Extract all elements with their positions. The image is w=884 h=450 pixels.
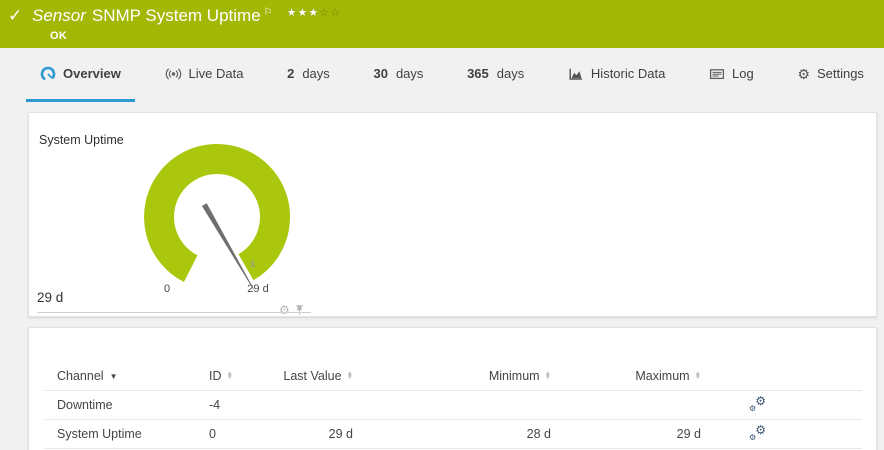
status-badge: OK xyxy=(50,30,68,42)
minimum-cell xyxy=(353,390,551,420)
channels-panel: Channel ▼ ID ▲ ▼ Last Value ▲ ▼ Minimum ▲ ▼ Max… xyxy=(28,327,877,450)
tab-number: 30 xyxy=(373,66,388,81)
area-chart-icon xyxy=(569,68,582,80)
tab-overview[interactable]: Overview xyxy=(26,48,135,102)
sort-icon: ▲ ▼ xyxy=(694,369,701,382)
tab-number: 2 xyxy=(287,66,295,81)
widget-divider xyxy=(37,312,311,313)
channel-settings-icon[interactable]: ⚙ ⚙ xyxy=(749,393,766,413)
tab-2-days[interactable]: 2 days xyxy=(273,48,344,102)
column-header-last-value[interactable]: Last Value ▲ ▼ xyxy=(269,362,353,391)
log-icon xyxy=(709,68,725,79)
column-header-actions xyxy=(701,362,862,391)
status-check-icon: ✓ xyxy=(8,6,23,25)
sort-desc-icon: ▼ xyxy=(109,371,118,381)
channel-settings-icon[interactable]: ⚙ ⚙ xyxy=(749,422,766,442)
last-value-cell xyxy=(269,390,353,420)
tab-label: Log xyxy=(732,66,754,81)
column-label: Channel xyxy=(57,368,104,383)
stars-empty[interactable]: ☆☆ xyxy=(319,7,341,19)
sensor-title-block: Sensor SNMP System Uptime ⚐ ★★★☆☆ OK xyxy=(32,6,341,42)
tab-label: days xyxy=(496,66,525,81)
column-label: ID xyxy=(209,368,222,383)
gauge-arc xyxy=(144,143,291,282)
column-header-minimum[interactable]: Minimum ▲ ▼ xyxy=(353,362,551,391)
gauge-panel: System Uptime x̄ 0 29 d 29 d ⚙ xyxy=(28,112,877,317)
tab-number: 365 xyxy=(467,66,489,81)
gauge-min-label: 0 xyxy=(164,283,170,295)
sensor-kind-label: Sensor xyxy=(32,6,86,25)
channel-actions-cell: ⚙ ⚙ xyxy=(701,419,862,449)
sensor-header: ✓ Sensor SNMP System Uptime ⚐ ★★★☆☆ OK xyxy=(0,0,884,48)
gauge-icon xyxy=(40,66,56,81)
tab-label: Overview xyxy=(63,66,121,81)
channel-id-cell: -4 xyxy=(209,390,269,420)
sort-icon: ▲ ▼ xyxy=(226,369,233,382)
column-header-channel[interactable]: Channel ▼ xyxy=(45,362,209,391)
tab-label: days xyxy=(302,66,330,81)
tab-label: Historic Data xyxy=(590,66,666,81)
gauge-marker: x̄ xyxy=(250,260,256,270)
channel-id-cell: 0 xyxy=(209,419,269,449)
broadcast-icon xyxy=(165,68,181,79)
gauge-current-value: 29 d xyxy=(37,290,64,305)
channel-actions-cell: ⚙ ⚙ xyxy=(701,390,862,420)
tab-label: Live Data xyxy=(188,66,244,81)
maximum-cell: 29 d xyxy=(551,419,701,449)
channel-name-cell[interactable]: Downtime xyxy=(45,390,209,420)
tab-live-data[interactable]: Live Data xyxy=(151,48,258,102)
column-header-maximum[interactable]: Maximum ▲ ▼ xyxy=(551,362,701,391)
page-title: SNMP System Uptime xyxy=(91,6,261,25)
minimum-cell: 28 d xyxy=(353,419,551,449)
tab-365-days[interactable]: 365 days xyxy=(453,48,538,102)
column-header-id[interactable]: ID ▲ ▼ xyxy=(209,362,269,391)
gauge-needle xyxy=(200,201,256,292)
widget-gear-icon[interactable]: ⚙ xyxy=(279,303,290,317)
flag-icon[interactable]: ⚐ xyxy=(263,7,273,18)
channels-table: Channel ▼ ID ▲ ▼ Last Value ▲ ▼ Minimum ▲ ▼ Max… xyxy=(45,362,862,449)
sort-icon: ▲ ▼ xyxy=(346,369,353,382)
priority-stars[interactable]: ★★★☆☆ xyxy=(287,3,341,23)
uptime-gauge: x̄ 0 29 d xyxy=(144,143,291,295)
gear-icon: ⚙ xyxy=(797,65,810,82)
tab-30-days[interactable]: 30 days xyxy=(359,48,437,102)
table-row-downtime[interactable]: Downtime -4 ⚙ ⚙ xyxy=(45,390,862,420)
pin-icon[interactable] xyxy=(294,304,305,316)
table-row-system-uptime[interactable]: System Uptime 0 29 d 28 d 29 d ⚙ ⚙ xyxy=(45,419,862,449)
tab-log[interactable]: Log xyxy=(695,48,768,102)
sort-icon: ▲ ▼ xyxy=(544,369,551,382)
column-label: Last Value xyxy=(283,368,342,383)
tab-label: Settings xyxy=(816,66,864,81)
tab-label: days xyxy=(395,66,424,81)
column-label: Minimum xyxy=(488,368,540,383)
tab-historic-data[interactable]: Historic Data xyxy=(554,48,679,102)
column-label: Maximum xyxy=(635,368,690,383)
tab-settings[interactable]: ⚙ Settings xyxy=(783,48,878,102)
table-header-row: Channel ▼ ID ▲ ▼ Last Value ▲ ▼ Minimum ▲ ▼ Max… xyxy=(45,362,862,391)
maximum-cell xyxy=(551,390,701,420)
stars-filled[interactable]: ★★★ xyxy=(286,7,320,19)
gauge-title: System Uptime xyxy=(39,133,124,147)
tab-bar: Overview Live Data 2 days 30 days 365 da… xyxy=(0,48,884,102)
last-value-cell: 29 d xyxy=(269,419,353,449)
gauge-max-label: 29 d xyxy=(247,283,268,295)
channel-name-cell[interactable]: System Uptime xyxy=(45,419,209,449)
widget-toolbar: ⚙ xyxy=(279,304,305,316)
